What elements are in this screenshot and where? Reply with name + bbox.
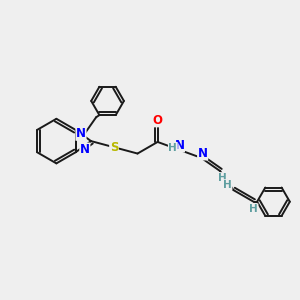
Text: N: N — [174, 139, 184, 152]
Text: N: N — [80, 143, 90, 156]
Text: H: H — [223, 180, 232, 190]
Text: S: S — [110, 141, 118, 154]
Text: N: N — [198, 147, 208, 160]
Text: H: H — [249, 204, 258, 214]
Text: H: H — [218, 172, 227, 183]
Text: H: H — [169, 142, 177, 152]
Text: N: N — [76, 127, 86, 140]
Text: O: O — [153, 114, 163, 127]
